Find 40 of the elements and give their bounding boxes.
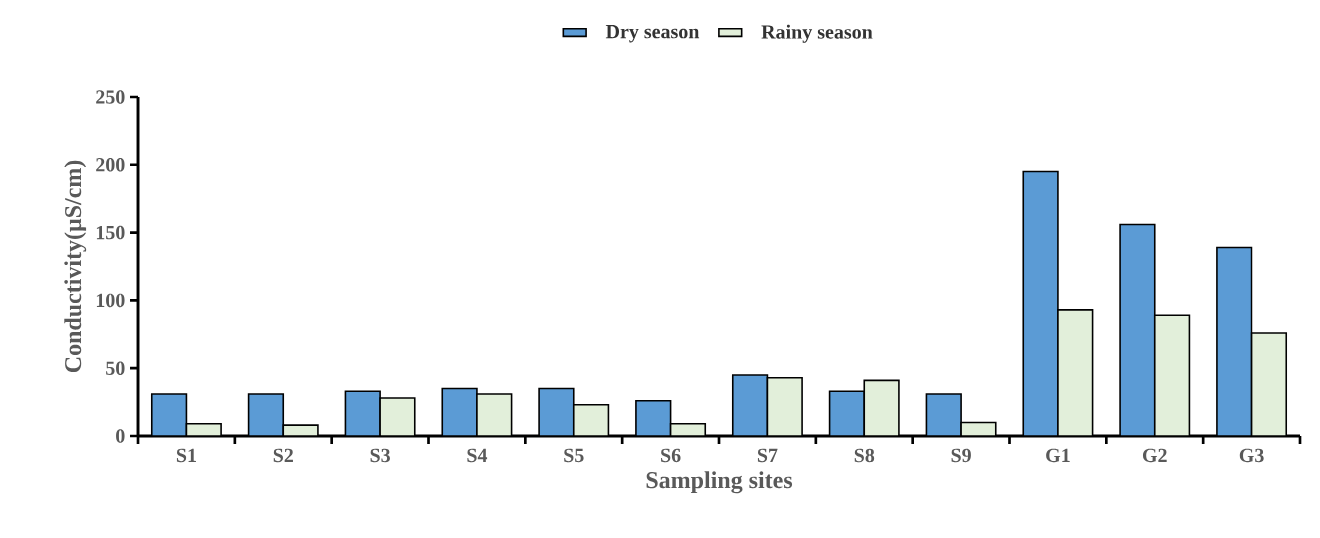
y-axis-title: Conductivity(μS/cm) [64,160,87,373]
x-tick-label: S9 [951,448,971,463]
bar [1153,314,1191,436]
x-tick-label: G3 [1239,448,1264,463]
bar [925,393,962,436]
bar [476,393,513,436]
bar [344,390,381,436]
x-tick-label: S2 [273,448,293,463]
legend-label: Dry season [605,25,700,43]
bar [538,387,575,436]
y-tick-label: 100 [96,293,125,308]
bar [1250,332,1288,436]
bar [247,393,285,436]
y-tick-label: 250 [96,90,125,104]
bar [731,374,769,436]
x-tick-label: S6 [661,448,681,463]
bar [863,379,900,436]
x-tick-label: S1 [176,448,196,463]
bar [441,387,478,436]
bar [828,390,866,436]
x-tick-label: S8 [854,448,875,463]
y-tick-label: 200 [96,158,125,172]
y-tick-label: 0 [116,429,125,443]
x-tick-label: S7 [757,448,778,463]
x-tick-label: G1 [1046,448,1070,463]
bar [766,376,803,436]
x-tick-label: S3 [370,448,390,463]
bar [379,397,416,436]
x-tick-label: S5 [564,448,584,463]
x-tick-label: G2 [1142,448,1167,463]
x-axis-title: Sampling sites [646,471,793,494]
legend-label: Rainy season [761,24,873,43]
bar [150,393,188,436]
bar [1057,309,1094,436]
y-tick-label: 150 [96,225,125,240]
bar [1022,170,1059,436]
bar [1216,246,1253,436]
x-tick-label: S4 [467,448,488,463]
bar [1119,223,1156,436]
y-tick-label: 50 [106,361,125,375]
